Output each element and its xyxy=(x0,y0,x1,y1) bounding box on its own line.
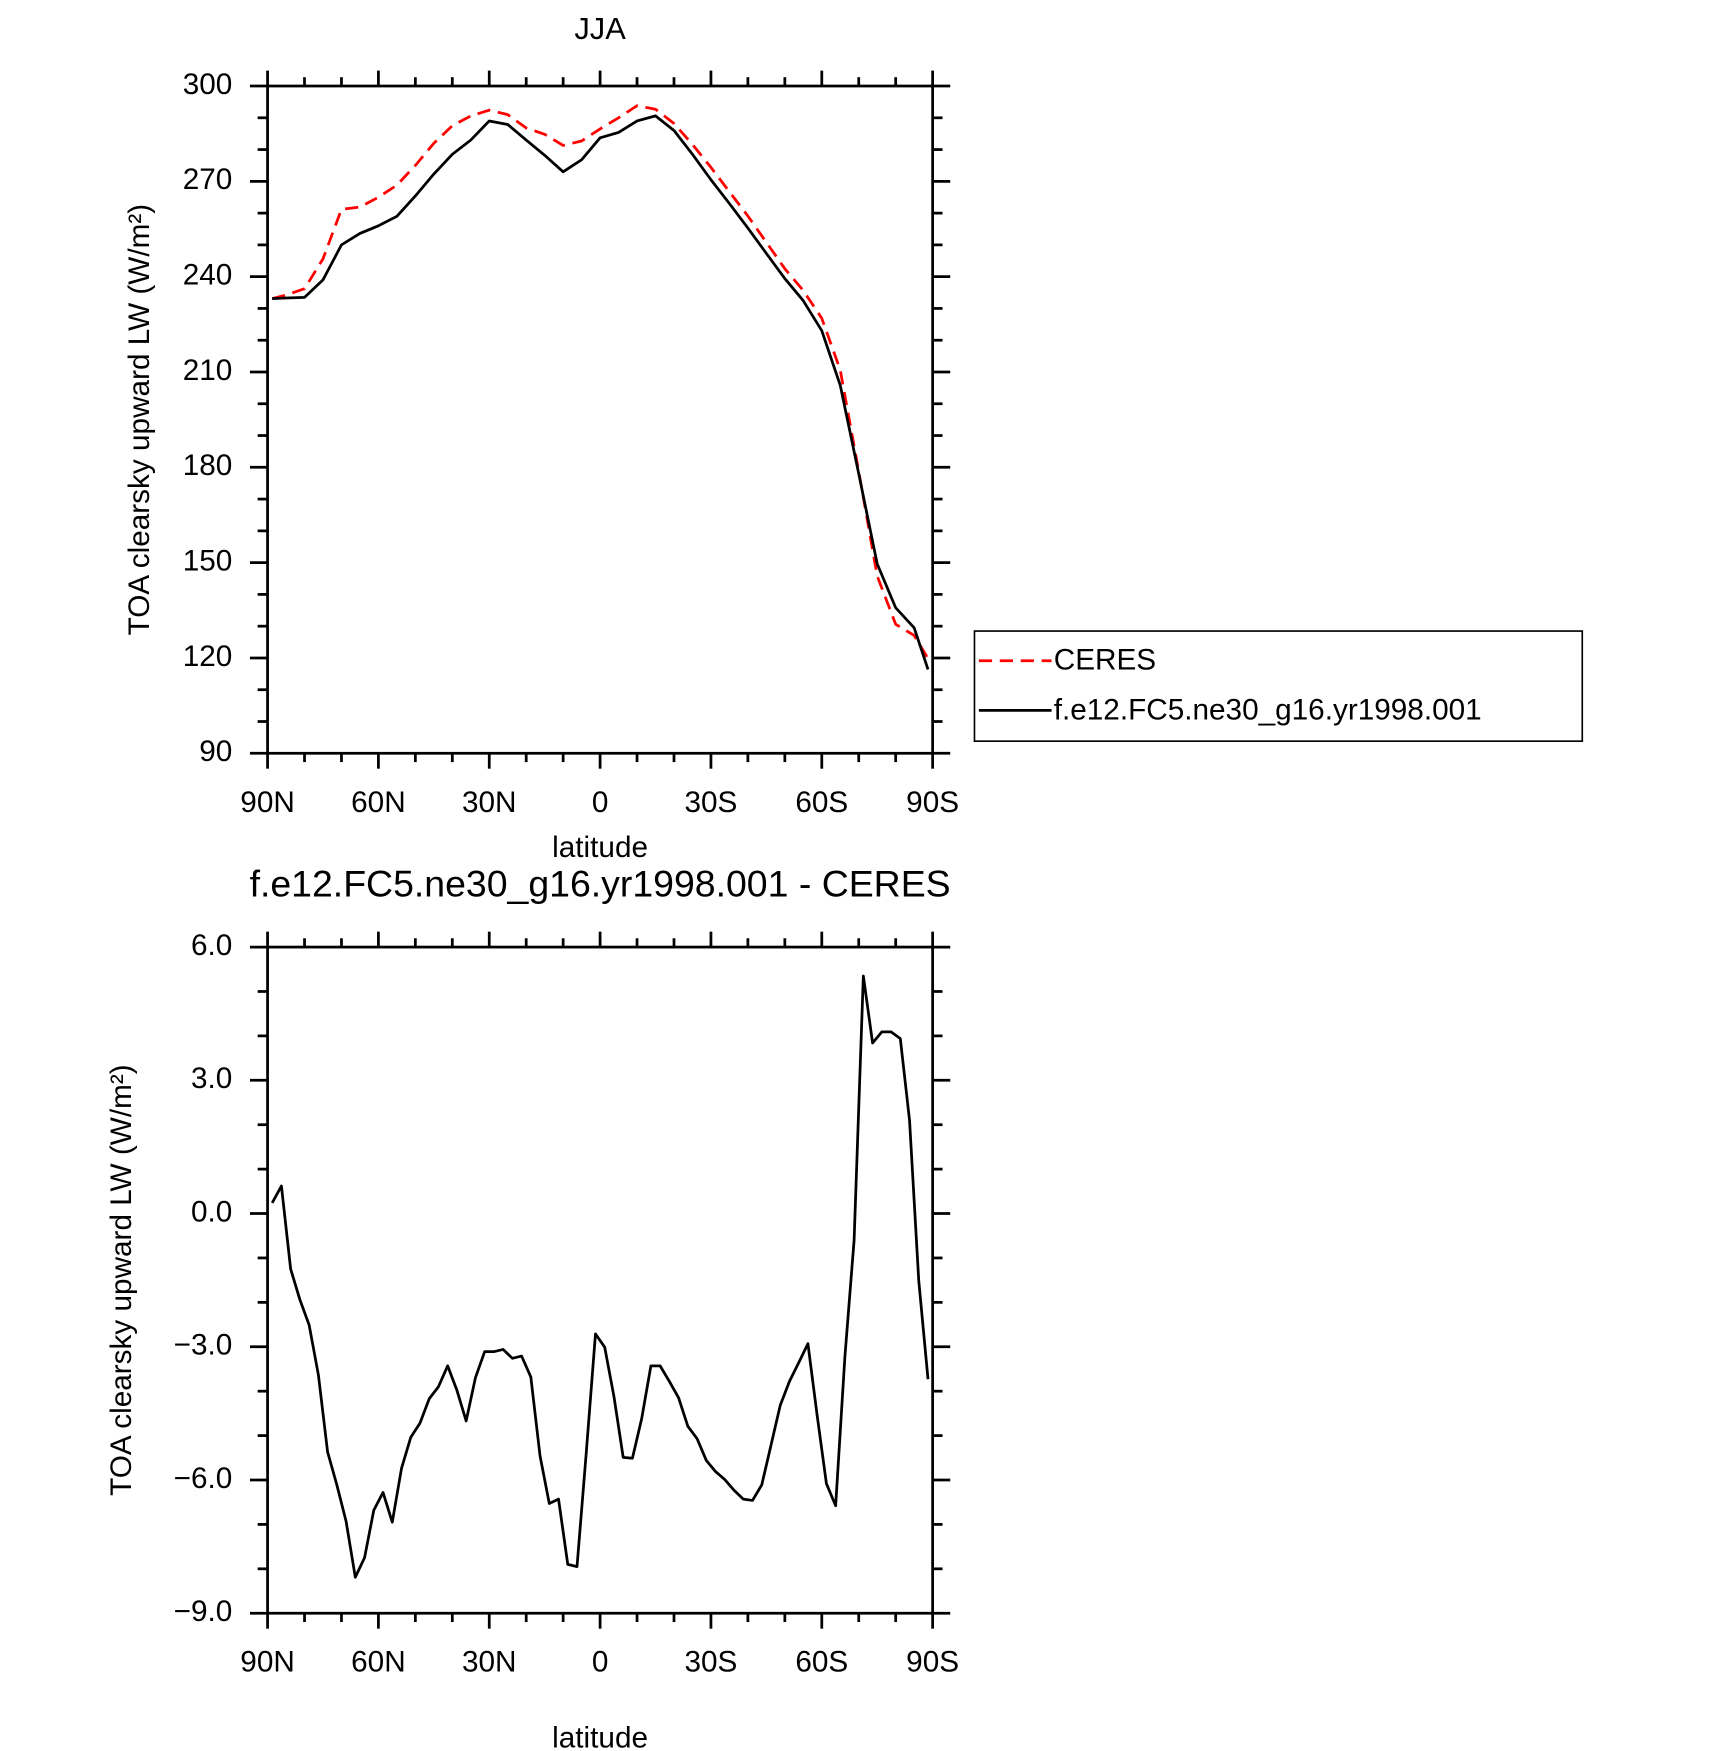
legend-box xyxy=(973,630,1584,742)
y-tick-label: 210 xyxy=(183,354,233,387)
x-tick-label: 60S xyxy=(795,786,848,819)
y-tick-label: 150 xyxy=(183,544,233,577)
x-tick-label: 90N xyxy=(240,786,295,819)
x-tick-label: 30N xyxy=(462,1646,517,1679)
x-tick-label: 60N xyxy=(351,1646,406,1679)
y-tick-label: −6.0 xyxy=(174,1462,233,1495)
y-tick-label: 6.0 xyxy=(191,929,232,962)
data-line xyxy=(270,974,930,1579)
x-axis-label: latitude xyxy=(552,1722,648,1751)
y-tick-label: 90 xyxy=(199,735,232,768)
y-axis-label: TOA clearsky upward LW (W/m²) xyxy=(105,1064,138,1496)
y-tick-label: 0.0 xyxy=(191,1195,232,1228)
x-axis-label: latitude xyxy=(552,831,648,864)
x-tick-label: 60N xyxy=(351,786,406,819)
data-line xyxy=(271,104,930,660)
y-tick-label: 180 xyxy=(183,449,233,482)
chart-title: f.e12.FC5.ne30_g16.yr1998.001 - CERES xyxy=(250,862,951,904)
y-tick-label: 300 xyxy=(183,68,233,101)
chart-title: JJA xyxy=(574,11,626,46)
legend-label: CERES xyxy=(1054,644,1156,677)
plot-frame xyxy=(266,945,935,1615)
legend-label: f.e12.FC5.ne30_g16.yr1998.001 xyxy=(1054,693,1482,726)
x-tick-label: 60S xyxy=(795,1646,848,1679)
x-tick-label: 0 xyxy=(592,786,609,819)
plot-frame xyxy=(266,84,935,755)
data-line xyxy=(272,114,930,670)
x-tick-label: 30S xyxy=(684,1646,737,1679)
x-tick-label: 30S xyxy=(684,786,737,819)
x-tick-label: 90S xyxy=(906,786,959,819)
y-tick-label: −3.0 xyxy=(174,1329,233,1362)
panel: JJA latitude TOA clearsky upward LW (W/m²)… xyxy=(123,11,1584,864)
x-tick-label: 90N xyxy=(240,1646,295,1679)
y-tick-label: 270 xyxy=(183,163,233,196)
x-tick-label: 90S xyxy=(906,1646,959,1679)
y-tick-label: 240 xyxy=(183,259,233,292)
y-axis-label: TOA clearsky upward LW (W/m²) xyxy=(123,204,156,636)
y-tick-label: −9.0 xyxy=(174,1595,233,1628)
x-tick-label: 30N xyxy=(462,786,517,819)
x-tick-label: 0 xyxy=(592,1646,609,1679)
panel: f.e12.FC5.ne30_g16.yr1998.001 - CERES lat… xyxy=(105,862,959,1751)
y-tick-label: 3.0 xyxy=(191,1062,232,1095)
y-tick-label: 120 xyxy=(183,640,233,673)
